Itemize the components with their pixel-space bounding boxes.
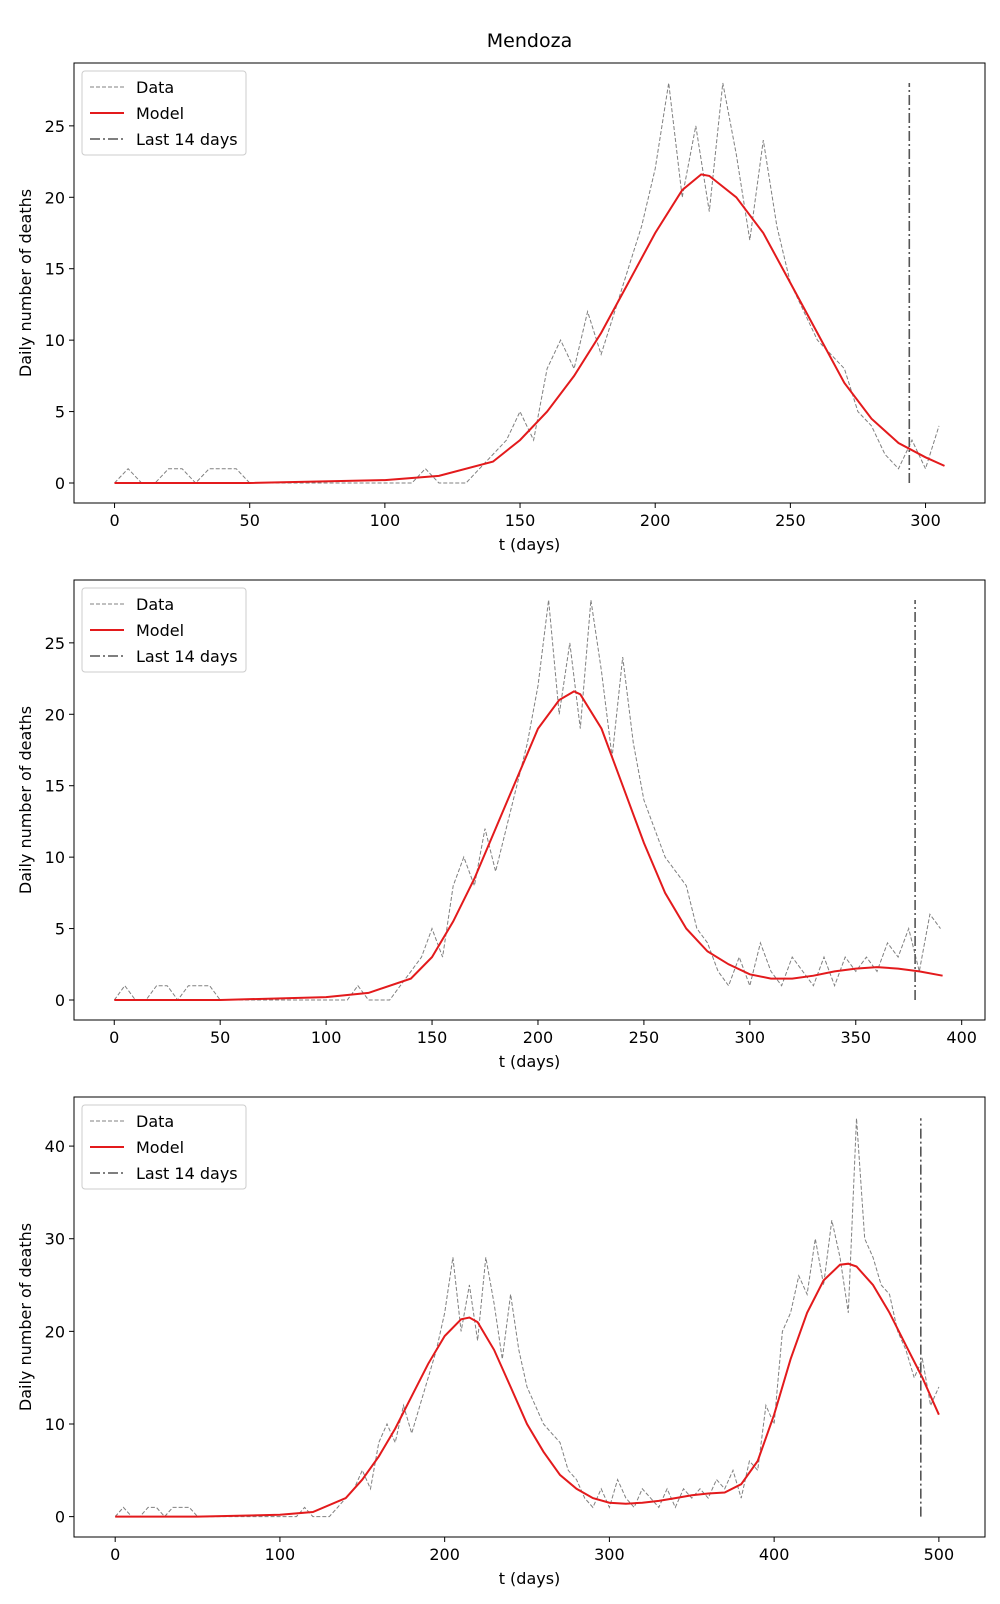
- x-tick-label: 100: [370, 511, 401, 530]
- legend-label: Last 14 days: [136, 647, 238, 666]
- x-tick-label: 200: [429, 1545, 460, 1564]
- subplot: 0 100 200 300 400 500 0 10 20 30 40 t (days) Daily n…: [16, 1096, 986, 1588]
- y-tick-label: 20: [45, 1322, 65, 1341]
- legend-label: Last 14 days: [136, 130, 238, 149]
- x-tick-label: 0: [110, 1545, 120, 1564]
- x-tick-label: 150: [417, 1028, 448, 1047]
- y-tick-label: 20: [45, 705, 65, 724]
- x-tick-label: 350: [840, 1028, 871, 1047]
- legend-label: Data: [136, 78, 174, 97]
- y-tick-label: 5: [55, 403, 65, 422]
- x-tick-label: 300: [910, 511, 941, 530]
- plot-frame: [73, 62, 986, 504]
- legend-label: Model: [136, 621, 184, 640]
- series-line: [115, 1262, 940, 1518]
- x-tick-label: 100: [311, 1028, 342, 1047]
- y-axis-label: Daily number of deaths: [16, 189, 35, 377]
- legend-label: Last 14 days: [136, 1164, 238, 1183]
- legend-label: Data: [136, 595, 174, 614]
- series-line: [114, 690, 943, 1001]
- series-line: [114, 173, 945, 484]
- x-axis-label: t (days): [499, 535, 561, 554]
- legend-box: [81, 70, 247, 156]
- legend-label: Model: [136, 1138, 184, 1157]
- y-tick-label: 10: [45, 1415, 65, 1434]
- legend-box: [81, 1104, 247, 1190]
- y-tick-label: 25: [45, 117, 65, 136]
- x-tick-label: 250: [629, 1028, 660, 1047]
- subplot: 0 50 100 150 200 250 300 350 400 0 5 10 15 20 25 t (day…: [16, 579, 986, 1071]
- series-line: [114, 1118, 940, 1518]
- x-tick-label: 300: [735, 1028, 766, 1047]
- plot-frame: [73, 579, 986, 1021]
- x-tick-label: 0: [109, 511, 119, 530]
- y-axis-label: Daily number of deaths: [16, 706, 35, 894]
- y-tick-label: 0: [55, 474, 65, 493]
- x-tick-label: 150: [505, 511, 536, 530]
- x-tick-label: 200: [640, 511, 671, 530]
- plot-frame: [73, 1096, 986, 1538]
- chart-title: Mendoza: [487, 30, 572, 52]
- x-tick-label: 400: [946, 1028, 977, 1047]
- x-tick-label: 50: [240, 511, 260, 530]
- x-tick-label: 0: [109, 1028, 119, 1047]
- y-tick-label: 25: [45, 634, 65, 653]
- x-tick-label: 250: [775, 511, 806, 530]
- y-axis-label: Daily number of deaths: [16, 1223, 35, 1411]
- y-tick-label: 5: [55, 920, 65, 939]
- y-tick-label: 30: [45, 1230, 65, 1249]
- y-tick-label: 40: [45, 1137, 65, 1156]
- y-tick-label: 15: [45, 777, 65, 796]
- legend-label: Model: [136, 104, 184, 123]
- y-tick-label: 20: [45, 188, 65, 207]
- y-tick-label: 0: [55, 991, 65, 1010]
- x-tick-label: 100: [265, 1545, 296, 1564]
- x-tick-label: 50: [210, 1028, 230, 1047]
- legend-label: Data: [136, 1112, 174, 1131]
- subplot: Mendoza 0 50 100 150 200 250 300 0 5 10 15 20 25 t (da…: [16, 30, 986, 554]
- y-tick-label: 15: [45, 260, 65, 279]
- x-tick-label: 500: [924, 1545, 955, 1564]
- x-tick-label: 200: [523, 1028, 554, 1047]
- y-tick-label: 10: [45, 331, 65, 350]
- x-axis-label: t (days): [499, 1052, 561, 1071]
- legend-box: [81, 587, 247, 673]
- y-tick-label: 0: [55, 1508, 65, 1527]
- x-tick-label: 400: [759, 1545, 790, 1564]
- y-tick-label: 10: [45, 848, 65, 867]
- x-tick-label: 300: [594, 1545, 625, 1564]
- x-axis-label: t (days): [499, 1569, 561, 1588]
